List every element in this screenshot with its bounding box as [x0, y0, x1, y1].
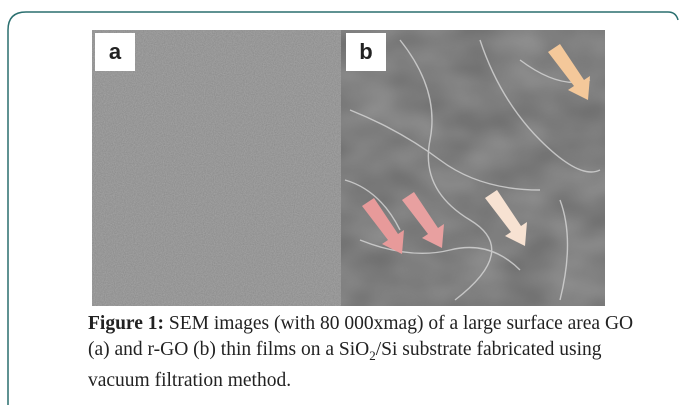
page: a b Figure 1: SEM images (with 80 000xma…	[0, 0, 682, 405]
caption: Figure 1: SEM images (with 80 000xmag) o…	[88, 311, 640, 393]
caption-label: Figure 1:	[88, 313, 164, 334]
sem-texture-a	[92, 30, 341, 306]
panel-label: b	[346, 33, 386, 71]
panel-label: a	[95, 33, 135, 71]
